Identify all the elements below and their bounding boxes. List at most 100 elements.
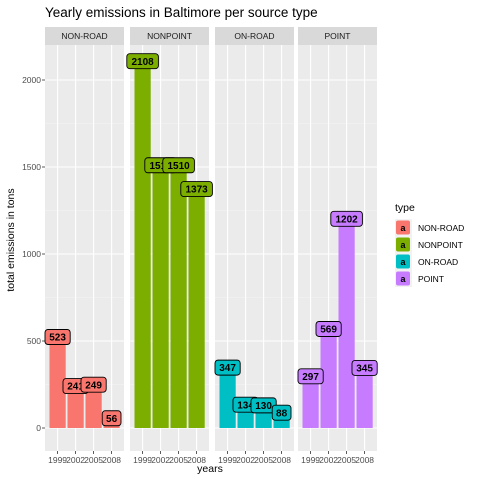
legend-label: ON-ROAD	[418, 257, 458, 267]
data-label: 88	[276, 408, 288, 419]
x-tick-label: 1999	[301, 455, 320, 465]
data-label: 297	[302, 372, 319, 383]
facet-panel: NON-ROAD 1999 2002 2005 2008	[45, 27, 124, 465]
data-label: 1202	[335, 214, 358, 225]
bar	[302, 376, 319, 428]
legend-key-letter: a	[400, 274, 406, 284]
x-tick-label: 2005	[337, 455, 356, 465]
data-label-box	[80, 376, 107, 393]
facet-panel: NONPOINT 1999 2002 2005 2008	[130, 27, 209, 465]
data-label-box	[297, 368, 324, 385]
data-label-box	[271, 404, 292, 421]
data-label: 347	[219, 363, 236, 374]
data-label: 2108	[131, 57, 154, 68]
y-axis-ticks: 0 500 1000 1500 2000	[22, 75, 45, 433]
legend-key	[396, 271, 410, 286]
x-tick-label: 2002	[151, 455, 170, 465]
legend-item: a NON-ROAD	[395, 219, 464, 236]
legend-key-letter: a	[400, 257, 406, 267]
facet-strip-label: NONPOINT	[147, 31, 192, 41]
data-label-box	[180, 181, 213, 198]
data-label: 134	[237, 400, 254, 411]
bar	[320, 328, 337, 428]
legend-key	[396, 237, 410, 252]
x-tick-label: 2008	[355, 455, 374, 465]
y-tick-label: 2000	[22, 75, 41, 85]
y-tick-label: 1000	[22, 249, 41, 259]
data-label-box	[315, 321, 342, 337]
facet-strip-label: POINT	[325, 31, 351, 41]
legend-item: a NONPOINT	[395, 236, 463, 253]
x-tick-label: 2008	[187, 455, 206, 465]
data-label: 1510	[149, 161, 172, 172]
x-tick-label: 2005	[254, 455, 273, 465]
data-label: 241	[67, 382, 84, 393]
legend-label: NON-ROAD	[418, 223, 464, 233]
data-label: 523	[49, 333, 66, 344]
legend-label: NONPOINT	[418, 240, 463, 250]
chart-title: Yearly emissions in Baltimore per source…	[45, 5, 318, 20]
x-tick-label: 1999	[48, 455, 67, 465]
legend-key-letter: a	[400, 223, 406, 233]
bar	[338, 218, 355, 428]
bar	[134, 61, 151, 428]
data-label: 249	[85, 380, 102, 391]
data-label-box	[126, 53, 159, 70]
x-tick-label: 1999	[133, 455, 152, 465]
data-labels: 523 241 249 56	[44, 329, 122, 427]
bar	[85, 384, 102, 428]
x-tick-label: 2002	[236, 455, 255, 465]
y-tick-label: 1500	[22, 162, 41, 172]
facet-strip-label: ON-ROAD	[234, 31, 274, 41]
legend-key	[396, 220, 410, 235]
x-tick-label: 2002	[66, 455, 85, 465]
legend-item: a ON-ROAD	[395, 253, 458, 270]
facet-panel: ON-ROAD 1999 2002 2005 2008	[215, 27, 294, 465]
bar	[188, 189, 205, 428]
data-label: 569	[320, 325, 337, 336]
data-labels: 347 134 130 88	[214, 359, 292, 421]
data-label: 1510	[167, 161, 190, 172]
y-axis-title: total emissions in tons	[5, 188, 17, 291]
facet-strip	[298, 27, 377, 45]
facet-strip	[130, 27, 209, 45]
bar	[356, 367, 373, 428]
bar	[219, 367, 236, 428]
data-label: 1373	[185, 185, 208, 196]
bar	[49, 336, 66, 428]
x-tick-label: 2002	[319, 455, 338, 465]
bar	[152, 165, 169, 428]
facet-strip	[215, 27, 294, 45]
x-tick-label: 2008	[272, 455, 291, 465]
legend: type a NON-ROAD a NONPOINT a ON-ROAD a POINT	[395, 202, 464, 287]
data-label: 130	[255, 401, 272, 412]
y-tick-label: 0	[36, 423, 41, 433]
data-label-box	[44, 329, 71, 345]
data-labels: 297 569 1202 345	[297, 210, 378, 385]
data-label-box	[162, 157, 195, 174]
x-tick-label: 2005	[169, 455, 188, 465]
legend-item: a POINT	[395, 270, 444, 287]
x-tick-label: 1999	[218, 455, 237, 465]
data-label-box	[214, 359, 241, 376]
facet-panel: POINT 1999 2002 2005 2008	[298, 27, 377, 465]
facet-strip	[45, 27, 124, 45]
bar	[170, 165, 187, 428]
legend-key-letter: a	[400, 240, 406, 250]
bar	[67, 386, 84, 428]
legend-key	[396, 254, 410, 269]
x-tick-label: 2008	[102, 455, 121, 465]
legend-label: POINT	[418, 274, 444, 284]
data-label: 345	[356, 364, 373, 375]
x-tick-label: 2005	[84, 455, 103, 465]
x-axis-title: years	[197, 463, 223, 475]
facet-strip-label: NON-ROAD	[61, 31, 107, 41]
data-label-box	[101, 410, 122, 427]
y-tick-label: 500	[27, 336, 41, 346]
data-label-box	[351, 360, 378, 376]
data-label: 56	[106, 414, 118, 425]
legend-title: type	[395, 202, 415, 214]
